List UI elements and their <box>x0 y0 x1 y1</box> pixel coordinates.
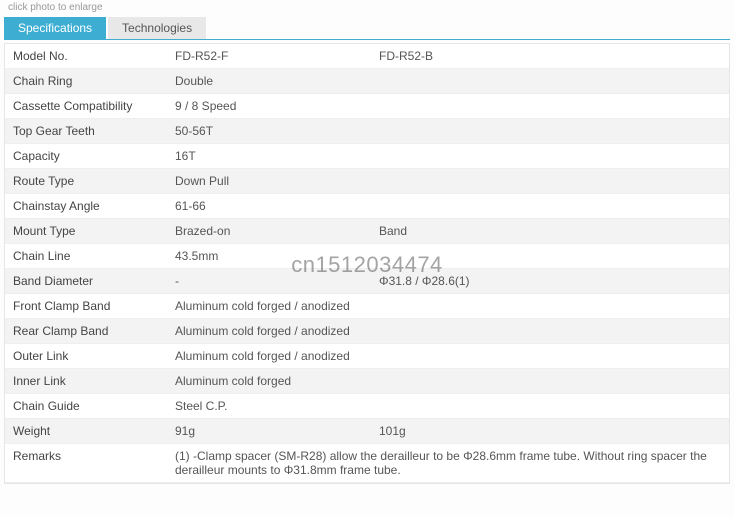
spec-label: Mount Type <box>5 219 167 244</box>
table-row: Inner LinkAluminum cold forged <box>5 369 729 394</box>
spec-label: Outer Link <box>5 344 167 369</box>
spec-value: Band <box>371 219 729 244</box>
table-row: Band Diameter-Φ31.8 / Φ28.6(1) <box>5 269 729 294</box>
spec-label: Top Gear Teeth <box>5 119 167 144</box>
table-row: Top Gear Teeth50-56T <box>5 119 729 144</box>
spec-label: Chain Ring <box>5 69 167 94</box>
spec-value: Double <box>167 69 729 94</box>
spec-value: Φ31.8 / Φ28.6(1) <box>371 269 729 294</box>
photo-hint: click photo to enlarge <box>0 0 734 17</box>
spec-label: Band Diameter <box>5 269 167 294</box>
spec-label: Model No. <box>5 44 167 69</box>
spec-value: 91g <box>167 419 371 444</box>
spec-value: FD-R52-F <box>167 44 371 69</box>
table-row: Outer LinkAluminum cold forged / anodize… <box>5 344 729 369</box>
table-row: Front Clamp BandAluminum cold forged / a… <box>5 294 729 319</box>
spec-label: Weight <box>5 419 167 444</box>
spec-value: Brazed-on <box>167 219 371 244</box>
spec-label: Inner Link <box>5 369 167 394</box>
spec-value: Aluminum cold forged / anodized <box>167 319 729 344</box>
spec-label: Chain Guide <box>5 394 167 419</box>
spec-value: Down Pull <box>167 169 729 194</box>
spec-table: Model No.FD-R52-FFD-R52-BChain RingDoubl… <box>4 43 730 484</box>
spec-value: Aluminum cold forged / anodized <box>167 294 729 319</box>
spec-label: Chainstay Angle <box>5 194 167 219</box>
spec-value: Aluminum cold forged <box>167 369 729 394</box>
spec-value: Steel C.P. <box>167 394 729 419</box>
table-row: Chain GuideSteel C.P. <box>5 394 729 419</box>
tab-bar: Specifications Technologies <box>4 17 730 40</box>
spec-value: 43.5mm <box>167 244 729 269</box>
spec-value: 9 / 8 Speed <box>167 94 729 119</box>
table-row: Chain Line43.5mm <box>5 244 729 269</box>
table-row: Capacity16T <box>5 144 729 169</box>
spec-label: Capacity <box>5 144 167 169</box>
table-row: Remarks(1) -Clamp spacer (SM-R28) allow … <box>5 444 729 483</box>
spec-label: Rear Clamp Band <box>5 319 167 344</box>
spec-value: 50-56T <box>167 119 729 144</box>
spec-value: 16T <box>167 144 729 169</box>
spec-value: Aluminum cold forged / anodized <box>167 344 729 369</box>
spec-value: FD-R52-B <box>371 44 729 69</box>
table-row: Chainstay Angle61-66 <box>5 194 729 219</box>
spec-label: Chain Line <box>5 244 167 269</box>
spec-label: Front Clamp Band <box>5 294 167 319</box>
table-row: Rear Clamp BandAluminum cold forged / an… <box>5 319 729 344</box>
table-row: Cassette Compatibility9 / 8 Speed <box>5 94 729 119</box>
table-row: Model No.FD-R52-FFD-R52-B <box>5 44 729 69</box>
spec-value: 101g <box>371 419 729 444</box>
spec-value: (1) -Clamp spacer (SM-R28) allow the der… <box>167 444 729 483</box>
spec-value: 61-66 <box>167 194 729 219</box>
tab-specifications[interactable]: Specifications <box>4 17 106 39</box>
spec-value: - <box>167 269 371 294</box>
tab-technologies[interactable]: Technologies <box>108 17 206 39</box>
table-row: Chain RingDouble <box>5 69 729 94</box>
spec-label: Remarks <box>5 444 167 483</box>
spec-label: Cassette Compatibility <box>5 94 167 119</box>
table-row: Mount TypeBrazed-onBand <box>5 219 729 244</box>
spec-label: Route Type <box>5 169 167 194</box>
table-row: Weight91g101g <box>5 419 729 444</box>
table-row: Route TypeDown Pull <box>5 169 729 194</box>
